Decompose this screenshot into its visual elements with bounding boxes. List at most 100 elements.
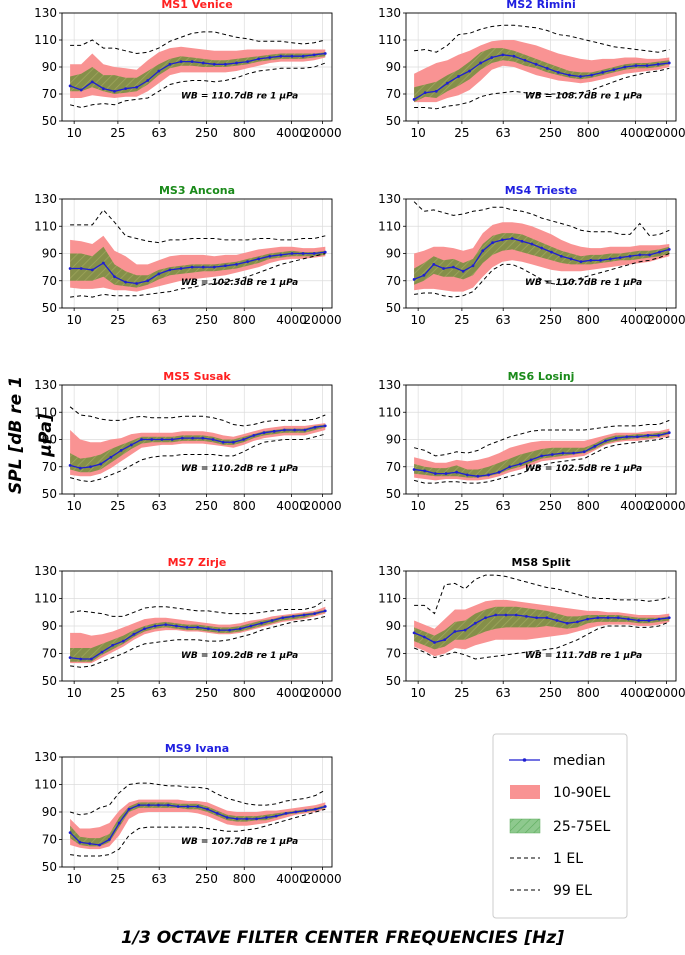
x-tick-label: 20000 <box>303 686 341 700</box>
median-point <box>228 628 231 632</box>
median-point <box>98 843 101 847</box>
median-line <box>69 425 326 469</box>
median-point <box>127 807 131 811</box>
y-tick-label: 110 <box>34 778 57 792</box>
x-tick-label: 10 <box>67 313 82 327</box>
x-tick-label: 10 <box>411 313 426 327</box>
median-point <box>422 635 426 639</box>
median-point <box>545 616 549 620</box>
band-25-75 <box>414 233 670 285</box>
median-point <box>290 252 294 255</box>
median-point <box>323 52 327 55</box>
median-point <box>246 60 249 63</box>
median-point <box>147 803 151 807</box>
median-point <box>215 811 219 815</box>
line-1-el <box>414 67 670 110</box>
y-tick-label: 110 <box>378 219 401 233</box>
x-tick-label: 20000 <box>647 126 685 140</box>
median-point <box>113 275 116 279</box>
median-point <box>512 54 516 58</box>
x-tick-label: 800 <box>577 313 600 327</box>
median-point <box>301 252 305 255</box>
median-point <box>117 821 121 825</box>
y-tick-label: 50 <box>386 301 401 315</box>
line-99-el <box>413 201 670 237</box>
x-tick-label: 63 <box>152 499 167 513</box>
median-point <box>170 438 174 441</box>
median-point <box>89 657 93 661</box>
median-point <box>565 621 569 625</box>
median-point <box>510 237 514 240</box>
y-tick-label: 50 <box>42 114 57 128</box>
x-tick-label: 25 <box>454 686 469 700</box>
median-point <box>508 465 512 469</box>
median-point <box>455 470 459 474</box>
median-point <box>550 250 553 254</box>
y-tick-label: 70 <box>42 460 57 474</box>
median-line <box>413 614 670 644</box>
x-tick-label: 10 <box>67 686 82 700</box>
y-tick-label: 70 <box>386 647 401 661</box>
median-point <box>111 643 115 647</box>
median-line <box>70 251 326 285</box>
median-point <box>264 816 268 819</box>
median-point <box>90 80 94 84</box>
median-point <box>99 462 103 466</box>
median-point <box>523 58 527 62</box>
median-point <box>212 265 216 269</box>
y-tick-label: 90 <box>42 433 57 447</box>
x-tick-label: 25 <box>110 313 125 327</box>
median-point <box>593 444 597 448</box>
median-point <box>100 650 104 654</box>
legend-label: median <box>553 753 605 769</box>
line-99-el <box>70 209 326 244</box>
y-tick-label: 130 <box>378 564 401 578</box>
median-point <box>302 613 306 617</box>
x-tick-label: 25 <box>110 872 125 886</box>
subplot-title: MS3 Ancona <box>159 184 235 197</box>
median-point <box>599 258 602 262</box>
median-point <box>540 454 544 458</box>
median-point <box>179 60 183 63</box>
y-tick-label: 90 <box>386 619 401 633</box>
median-line <box>69 52 326 92</box>
x-tick-label: 4000 <box>620 686 651 700</box>
y-tick-label: 50 <box>42 674 57 688</box>
median-point <box>101 87 105 90</box>
median-point <box>575 620 579 624</box>
x-tick-label: 800 <box>233 313 256 327</box>
y-tick-label: 130 <box>34 192 57 206</box>
median-point <box>257 57 261 61</box>
x-tick-label: 25 <box>110 126 125 140</box>
x-tick-label: 25 <box>454 313 469 327</box>
line-1-el <box>70 615 326 668</box>
median-point <box>634 64 638 68</box>
median-point <box>647 619 651 622</box>
line-99-el <box>69 782 326 816</box>
median-point <box>656 62 660 66</box>
median-point <box>463 628 467 632</box>
median-point <box>606 616 610 620</box>
median-point <box>301 54 305 58</box>
median-point <box>323 250 327 254</box>
median-point <box>231 440 235 444</box>
y-tick-label: 130 <box>34 750 57 764</box>
median-point <box>146 79 150 82</box>
median-point <box>89 465 92 469</box>
x-tick-label: 20000 <box>303 872 341 886</box>
median-point <box>255 817 258 821</box>
x-tick-label: 250 <box>539 686 562 700</box>
x-tick-label: 20000 <box>303 499 341 513</box>
y-tick-label: 130 <box>378 6 401 20</box>
y-tick-label: 130 <box>378 192 401 206</box>
median-point <box>608 257 612 261</box>
wb-annotation: WB = 111.7dB re 1 μPa <box>525 651 642 661</box>
x-tick-label: 20000 <box>647 313 685 327</box>
median-point <box>221 440 225 444</box>
median-point <box>569 257 573 261</box>
legend-item-median: median <box>509 753 605 769</box>
median-point <box>249 624 253 628</box>
line-1-el <box>70 253 326 298</box>
